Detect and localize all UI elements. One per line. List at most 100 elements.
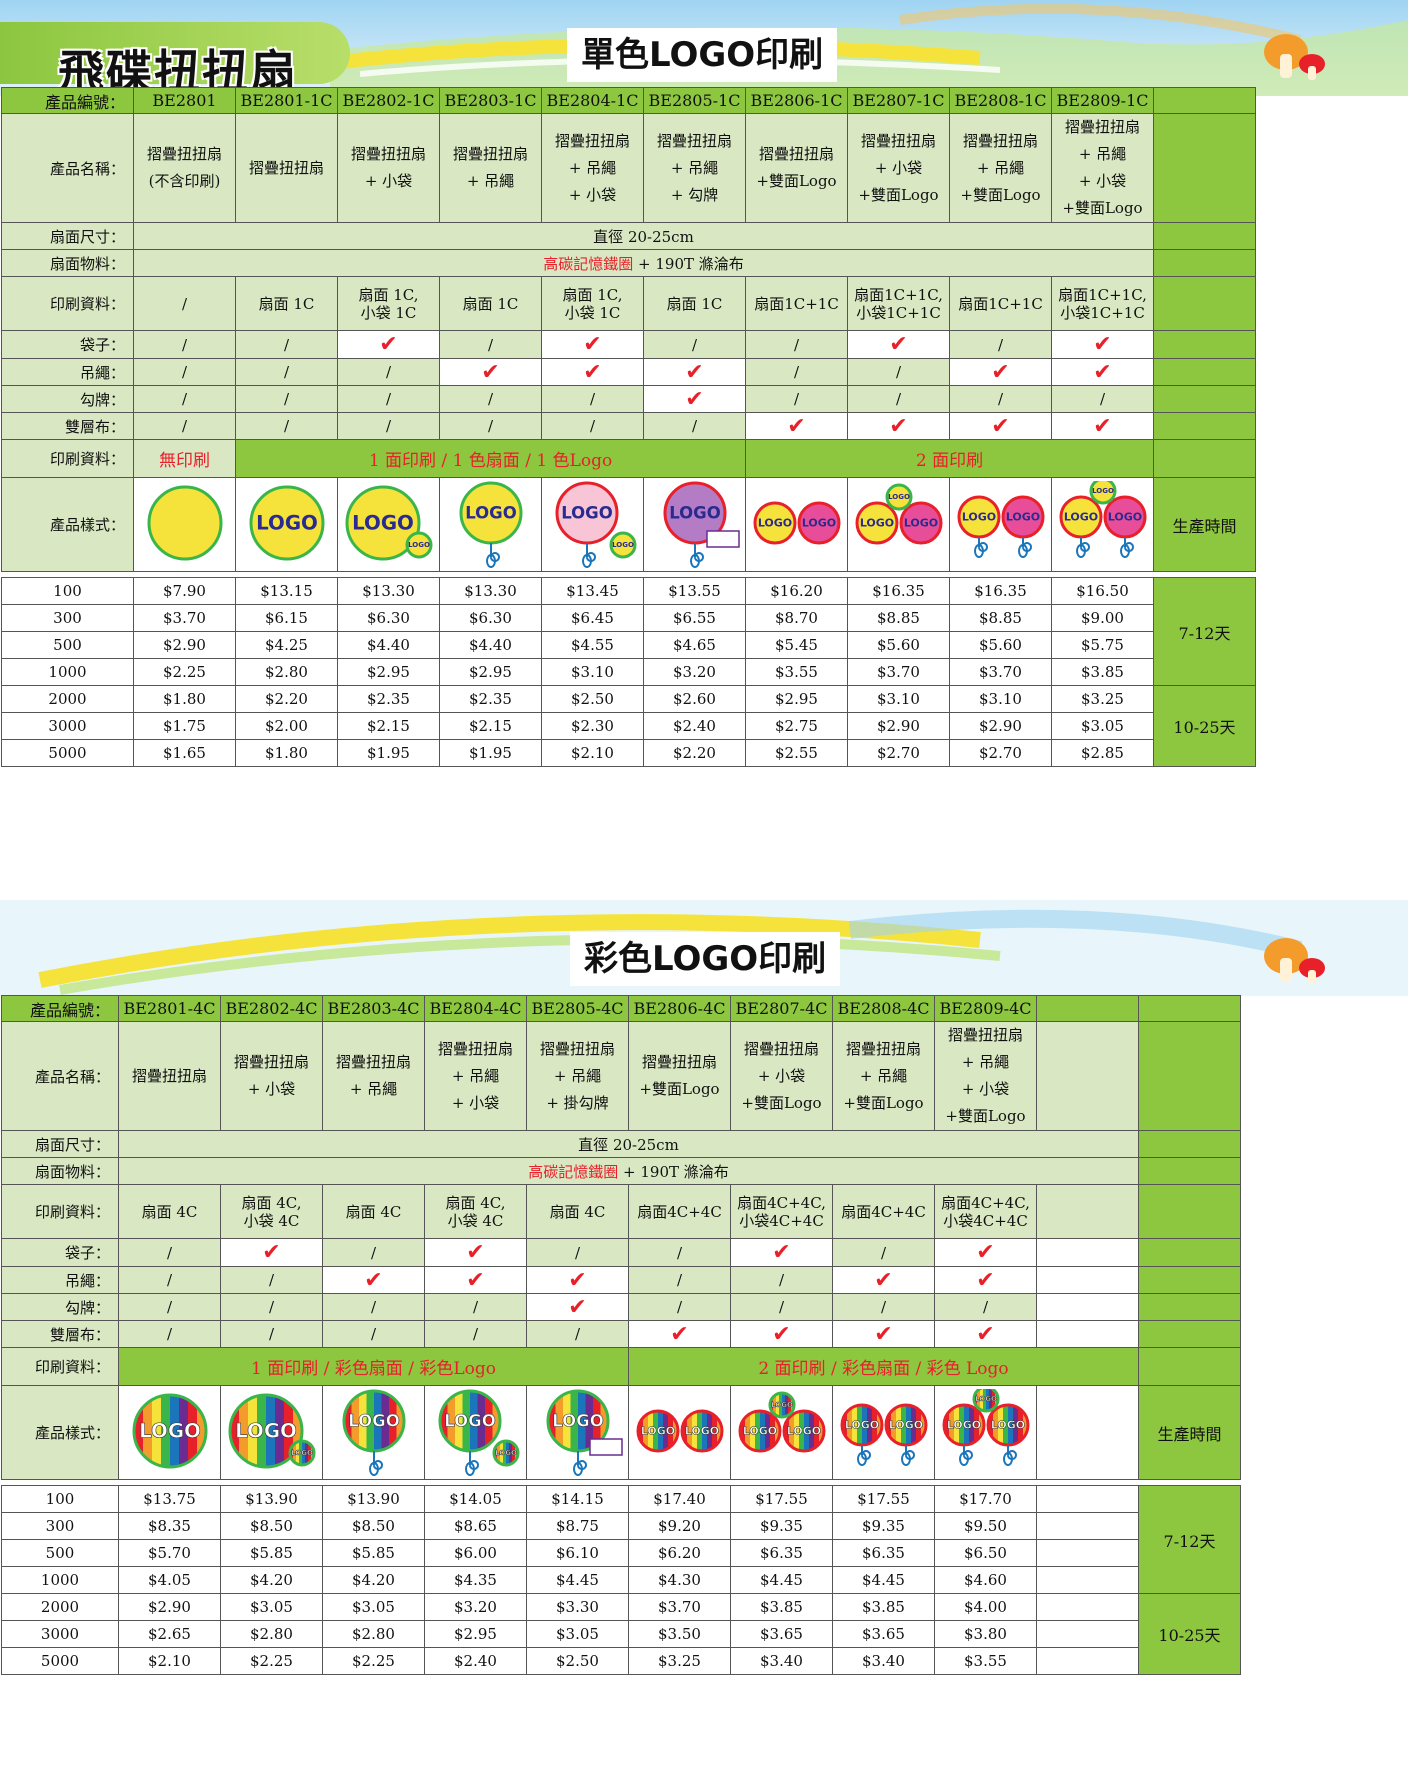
feature-not-included: / bbox=[628, 1266, 731, 1294]
unit-price: $4.45 bbox=[730, 1566, 833, 1594]
product-code: BE2805-1C bbox=[643, 87, 746, 114]
print-spec: 扇面 4C bbox=[322, 1184, 425, 1239]
fan-image-pink-logo-strap-bag: LOGO LOGO bbox=[555, 481, 636, 568]
check-mark-icon: ✔ bbox=[583, 332, 602, 357]
feature-not-included: / bbox=[949, 330, 1052, 359]
product-name-line: 摺疊扭扭扇 bbox=[656, 131, 732, 150]
feature-not-included: / bbox=[337, 412, 440, 440]
fan-image-yellow-plain bbox=[147, 485, 222, 560]
product-name-line: + 小袋 bbox=[568, 185, 617, 204]
table-row: 扇面尺寸： 直徑 20-25cm bbox=[1, 222, 1256, 250]
product-code bbox=[1036, 995, 1139, 1022]
print-spec: 扇面 1C bbox=[439, 276, 542, 331]
svg-text:LOGO: LOGO bbox=[757, 516, 791, 529]
svg-text:LOGO: LOGO bbox=[1107, 510, 1141, 523]
not-included-mark: / bbox=[166, 1271, 173, 1289]
unit-price: $2.40 bbox=[643, 712, 746, 740]
unit-price: $16.35 bbox=[847, 577, 950, 605]
not-included-mark: / bbox=[283, 363, 290, 381]
unit-price: $6.45 bbox=[541, 604, 644, 632]
unit-price: $3.05 bbox=[526, 1620, 629, 1648]
check-mark-icon: ✔ bbox=[262, 1240, 281, 1265]
feature-included: ✔ bbox=[745, 412, 848, 440]
unit-price: $6.10 bbox=[526, 1539, 629, 1567]
table-row: 5000 $1.65 $1.80 $1.95 $1.95 $2.10 $2.20 $2.55 $… bbox=[1, 739, 1256, 767]
side-filler bbox=[1153, 249, 1256, 277]
row-label: 扇面尺寸： bbox=[1, 1130, 119, 1158]
unit-price: $8.35 bbox=[118, 1512, 221, 1540]
not-included-mark: / bbox=[676, 1243, 683, 1262]
table-row: 100 $13.75 $13.90 $13.90 $14.05 $14.15 $17.40 $… bbox=[1, 1485, 1241, 1594]
product-name-line: +雙面Logo bbox=[741, 1093, 822, 1112]
row-label: 勾牌： bbox=[1, 1293, 119, 1321]
quantity: 3000 bbox=[1, 712, 134, 740]
product-name bbox=[1036, 1021, 1139, 1131]
product-code: BE2801 bbox=[133, 87, 236, 114]
check-mark-icon: ✔ bbox=[889, 413, 908, 439]
unit-price bbox=[1036, 1539, 1139, 1567]
empty-cell bbox=[1036, 1320, 1139, 1348]
product-name-line: +雙面Logo bbox=[960, 185, 1041, 204]
unit-price: $8.85 bbox=[949, 604, 1052, 632]
product-code: BE2807-4C bbox=[730, 995, 833, 1022]
side-filler bbox=[1153, 330, 1256, 359]
lead-time-header: 生產時間 bbox=[1153, 477, 1256, 572]
fan-image-rainbow-two-logo-strap: LOGO LOGO bbox=[840, 1403, 927, 1466]
unit-price: $2.15 bbox=[439, 712, 542, 740]
unit-price: $4.65 bbox=[643, 631, 746, 659]
unit-price: $4.35 bbox=[424, 1566, 527, 1594]
empty-cell bbox=[1036, 1266, 1139, 1294]
unit-price: $3.85 bbox=[1051, 658, 1154, 686]
row-label: 產品名稱： bbox=[1, 1021, 119, 1131]
unit-price: $2.90 bbox=[949, 712, 1052, 740]
feature-included: ✔ bbox=[220, 1238, 323, 1267]
feature-included: ✔ bbox=[949, 358, 1052, 386]
print-spec: 扇面4C+4C bbox=[832, 1184, 935, 1239]
product-code: BE2808-1C bbox=[949, 87, 1052, 114]
product-image: LOGO LOGO bbox=[628, 1385, 731, 1480]
product-image: LOGO LOGO bbox=[541, 477, 644, 572]
product-name-line: + 吊繩 bbox=[553, 1066, 602, 1085]
not-included-mark: / bbox=[166, 1298, 173, 1316]
banner-bottom: 彩色LOGO印刷 bbox=[0, 900, 1408, 996]
unit-price: $9.35 bbox=[832, 1512, 935, 1540]
not-included-mark: / bbox=[793, 390, 800, 408]
unit-price: $3.25 bbox=[1051, 685, 1154, 713]
product-image bbox=[1036, 1385, 1139, 1480]
table-row: 3000 $1.75 $2.00 $2.15 $2.15 $2.30 $2.40 $2.75 $… bbox=[1, 712, 1256, 740]
unit-price: $3.85 bbox=[832, 1593, 935, 1621]
product-name-line: + 小袋 bbox=[874, 158, 923, 177]
svg-text:LOGO: LOGO bbox=[408, 541, 430, 549]
not-included-mark: / bbox=[778, 1298, 785, 1316]
unit-price: $2.70 bbox=[949, 739, 1052, 767]
not-included-mark: / bbox=[487, 417, 494, 435]
product-name: 摺疊扭扭扇 +雙面Logo bbox=[745, 113, 848, 223]
product-code: BE2801-1C bbox=[235, 87, 338, 114]
print-spec-line: 扇面 1C, bbox=[358, 285, 419, 304]
fan-image-rainbow-logo-bag: LOGO LOGO bbox=[228, 1393, 315, 1468]
feature-not-included: / bbox=[337, 358, 440, 386]
unit-price: $3.85 bbox=[730, 1593, 833, 1621]
product-code: BE2806-1C bbox=[745, 87, 848, 114]
product-name: 摺疊扭扭扇 + 小袋 +雙面Logo bbox=[730, 1021, 833, 1131]
not-included-mark: / bbox=[472, 1298, 479, 1316]
product-name-line: 摺疊扭扭扇 bbox=[146, 145, 222, 163]
not-included-mark: / bbox=[487, 390, 494, 408]
not-included-mark: / bbox=[793, 335, 800, 354]
unit-price: $3.55 bbox=[934, 1647, 1037, 1675]
print-spec: 扇面4C+4C bbox=[628, 1184, 731, 1239]
print-spec: 扇面4C+4C, 小袋4C+4C bbox=[934, 1184, 1037, 1239]
feature-not-included: / bbox=[847, 358, 950, 386]
unit-price: $5.60 bbox=[847, 631, 950, 659]
unit-price: $9.00 bbox=[1051, 604, 1154, 632]
fan-image-rainbow-two-logo: LOGO LOGO bbox=[636, 1409, 723, 1452]
table-row: 產品名稱： 摺疊扭扭扇 摺疊扭扭扇 + 小袋 摺疊扭扭扇 + 吊繩 摺疊扭扭扇 + 吊繩 + 小… bbox=[1, 1021, 1241, 1131]
table-row: 產品名稱： 摺疊扭扭扇 (不含印刷) 摺疊扭扭扇 摺疊扭扭扇 + 小袋 摺疊扭扭扇 + 吊繩摺… bbox=[1, 113, 1256, 223]
not-included-mark: / bbox=[589, 390, 596, 408]
unit-price: $4.20 bbox=[322, 1566, 425, 1594]
row-label: 袋子： bbox=[1, 330, 134, 359]
svg-text:LOGO: LOGO bbox=[786, 1424, 820, 1437]
row-label: 扇面物料： bbox=[1, 249, 134, 277]
product-name-line: 摺疊扭扭扇 bbox=[758, 145, 834, 163]
unit-price: $1.75 bbox=[133, 712, 236, 740]
